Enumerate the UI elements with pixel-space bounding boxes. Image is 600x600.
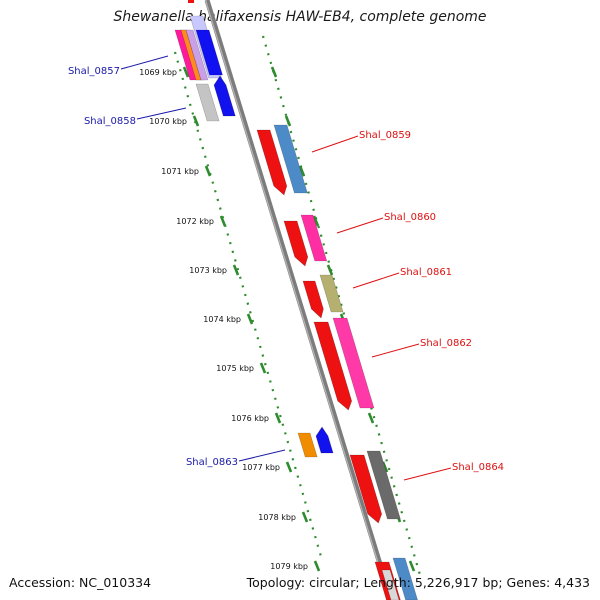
backbone-strand <box>204 0 394 600</box>
cds-arrow-shal-0860[interactable] <box>283 220 309 267</box>
tick-mark <box>284 115 292 127</box>
gene-leader-line <box>136 107 187 120</box>
tick-mark <box>270 66 278 78</box>
gene-leader-line <box>371 343 420 358</box>
genome-summary: Topology: circular; Length: 5,226,917 bp… <box>246 575 590 590</box>
tick-mark <box>301 511 309 523</box>
cds-arrow-shal-0858[interactable] <box>213 75 236 117</box>
tick-mark <box>313 560 321 572</box>
cds-arrow-shal-0857[interactable] <box>195 29 223 76</box>
kbp-tick-label: 1078 kbp <box>258 513 296 522</box>
feature-bar[interactable] <box>273 124 308 194</box>
tick-mark <box>298 165 306 177</box>
map-title: Shewanella halifaxensis HAW-EB4, complet… <box>113 9 487 25</box>
rna-bar-shal-0863[interactable] <box>297 432 318 458</box>
gene-label-shal-0863[interactable]: Shal_0863 <box>186 457 238 468</box>
gene-leader-line <box>238 449 286 462</box>
tick-mark <box>274 412 282 424</box>
tick-mark <box>259 362 267 374</box>
feature-bar[interactable] <box>300 214 328 262</box>
kbp-tick-label: 1075 kbp <box>216 364 254 373</box>
kbp-tick-label: 1070 kbp <box>149 117 187 126</box>
tick-mark <box>367 412 375 424</box>
tick-rail-right <box>261 35 422 576</box>
tick-mark <box>326 264 334 276</box>
tick-mark <box>285 461 293 473</box>
kbp-tick-label: 1074 kbp <box>203 315 241 324</box>
tick-mark <box>246 313 254 325</box>
tick-mark <box>204 165 212 177</box>
backbone-highlight <box>204 0 391 600</box>
cds-arrow-shal-0859[interactable] <box>256 129 288 196</box>
cds-arrow-shal-0864[interactable] <box>349 454 383 524</box>
accession-label: Accession: NC_010334 <box>9 575 152 590</box>
gene-label-shal-0862[interactable]: Shal_0862 <box>420 338 472 349</box>
kbp-tick-label: 1071 kbp <box>161 167 199 176</box>
tick-mark <box>408 560 416 572</box>
feature-bar[interactable] <box>381 569 400 600</box>
tick-mark <box>192 115 200 127</box>
tick-mark <box>219 215 227 227</box>
feature-bar[interactable] <box>392 557 418 600</box>
gene-label-shal-0864[interactable]: Shal_0864 <box>452 462 504 473</box>
kbp-tick-label: 1076 kbp <box>231 414 269 423</box>
kbp-tick-label: 1077 kbp <box>242 463 280 472</box>
feature-bar[interactable] <box>366 450 401 520</box>
kbp-tick-label: 1079 kbp <box>270 562 308 571</box>
gene-leader-line <box>403 467 452 481</box>
feature-bar[interactable] <box>319 274 344 313</box>
cds-arrow-shal-0861[interactable] <box>302 280 324 319</box>
feature-bar[interactable] <box>185 29 209 81</box>
gene-leader-line <box>120 55 169 70</box>
kbp-tick-label: 1073 kbp <box>189 266 227 275</box>
tick-mark <box>182 66 190 78</box>
feature-bar[interactable] <box>195 83 220 122</box>
kbp-tick-label: 1072 kbp <box>176 217 214 226</box>
kbp-tick-label: 1069 kbp <box>139 68 177 77</box>
feature-bar[interactable] <box>332 317 375 409</box>
tick-mark <box>312 215 320 227</box>
tick-mark <box>232 264 240 276</box>
top-edge-feature <box>188 0 194 3</box>
cds-arrow-shal-0863[interactable] <box>315 426 334 454</box>
gene-label-shal-0857[interactable]: Shal_0857 <box>68 66 120 77</box>
cds-arrow-shal-0862[interactable] <box>313 321 353 411</box>
gene-label-shal-0858[interactable]: Shal_0858 <box>84 116 136 127</box>
gene-label-shal-0861[interactable]: Shal_0861 <box>400 267 452 278</box>
gene-leader-line <box>311 135 359 153</box>
gene-label-shal-0860[interactable]: Shal_0860 <box>384 212 436 223</box>
gene-leader-line <box>336 217 384 234</box>
gene-label-shal-0859[interactable]: Shal_0859 <box>359 130 411 141</box>
gene-leader-line <box>352 272 400 289</box>
